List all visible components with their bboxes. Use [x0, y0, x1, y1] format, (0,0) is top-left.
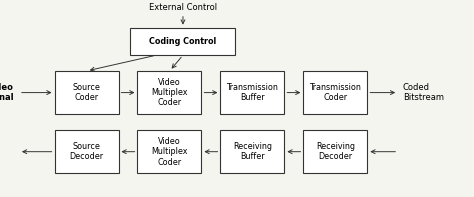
Text: Video
Multiplex
Coder: Video Multiplex Coder — [151, 78, 188, 108]
Text: Receiving
Decoder: Receiving Decoder — [316, 142, 355, 161]
Text: Source
Decoder: Source Decoder — [70, 142, 103, 161]
FancyBboxPatch shape — [220, 130, 284, 173]
Text: Transmission
Coder: Transmission Coder — [310, 83, 361, 102]
Text: Receiving
Buffer: Receiving Buffer — [233, 142, 272, 161]
Text: Video
Multiplex
Coder: Video Multiplex Coder — [151, 137, 188, 167]
Text: Video
Signal: Video Signal — [0, 83, 14, 102]
FancyBboxPatch shape — [303, 71, 367, 114]
Text: Coding Control: Coding Control — [149, 37, 216, 46]
FancyBboxPatch shape — [137, 71, 201, 114]
FancyBboxPatch shape — [220, 71, 284, 114]
FancyBboxPatch shape — [137, 130, 201, 173]
Text: Coded
Bitstream: Coded Bitstream — [403, 83, 444, 102]
Text: Transmission
Buffer: Transmission Buffer — [227, 83, 278, 102]
FancyBboxPatch shape — [303, 130, 367, 173]
Text: External Control: External Control — [149, 3, 217, 12]
FancyBboxPatch shape — [55, 130, 118, 173]
FancyBboxPatch shape — [130, 28, 235, 55]
FancyBboxPatch shape — [55, 71, 118, 114]
Text: Source
Coder: Source Coder — [73, 83, 100, 102]
